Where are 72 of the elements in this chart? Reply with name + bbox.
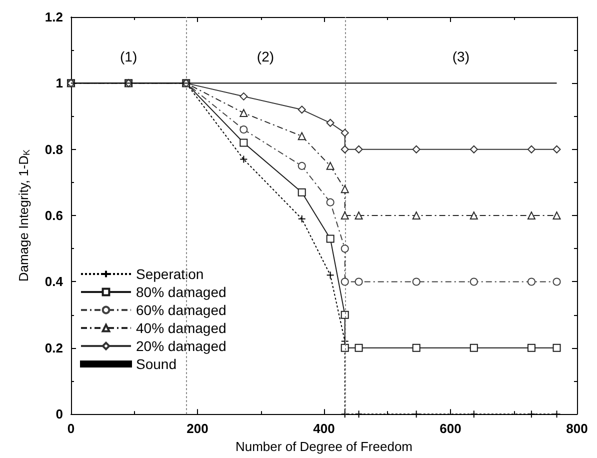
point bbox=[470, 344, 478, 352]
point bbox=[354, 212, 363, 220]
legend-label: 20% damaged bbox=[136, 338, 226, 354]
point bbox=[412, 145, 420, 154]
point bbox=[340, 185, 349, 194]
annotation: (1) bbox=[120, 48, 138, 65]
point bbox=[240, 155, 248, 164]
point bbox=[412, 410, 420, 418]
point bbox=[340, 278, 349, 286]
point bbox=[354, 278, 363, 286]
point bbox=[412, 344, 420, 352]
x-tick-label: 400 bbox=[313, 421, 335, 436]
x-tick-label: 800 bbox=[566, 421, 588, 436]
legend-label: Sound bbox=[136, 356, 176, 372]
point bbox=[527, 344, 536, 352]
legend-label: Seperation bbox=[136, 266, 204, 282]
point bbox=[240, 138, 248, 147]
x-tick-label: 0 bbox=[67, 421, 75, 436]
point bbox=[298, 106, 306, 114]
point bbox=[340, 128, 349, 137]
point bbox=[527, 212, 536, 220]
point bbox=[340, 344, 349, 352]
point bbox=[552, 344, 561, 352]
point bbox=[298, 214, 306, 223]
point bbox=[340, 244, 349, 253]
legend-label: 60% damaged bbox=[136, 302, 226, 318]
annotation: (3) bbox=[452, 48, 470, 65]
point bbox=[240, 108, 248, 117]
y-tick-label: 1 bbox=[56, 76, 63, 91]
point bbox=[412, 212, 420, 220]
point bbox=[298, 132, 306, 140]
point bbox=[326, 234, 334, 243]
point bbox=[340, 310, 349, 319]
point bbox=[470, 278, 478, 286]
point bbox=[527, 410, 536, 418]
point bbox=[326, 118, 334, 127]
y-tick-label: 0.4 bbox=[44, 274, 64, 290]
y-tick-label: 0.2 bbox=[44, 340, 63, 356]
point bbox=[470, 145, 478, 154]
point bbox=[354, 344, 363, 352]
point bbox=[527, 278, 536, 286]
point bbox=[340, 410, 349, 418]
point bbox=[326, 271, 334, 280]
point bbox=[326, 162, 334, 170]
point bbox=[326, 198, 334, 206]
point bbox=[354, 410, 363, 418]
point bbox=[552, 278, 561, 286]
point bbox=[240, 92, 248, 100]
point bbox=[470, 410, 478, 418]
legend-label: 80% damaged bbox=[136, 284, 226, 300]
annotation: (2) bbox=[256, 48, 274, 65]
point bbox=[298, 162, 306, 170]
point bbox=[340, 212, 349, 220]
point bbox=[298, 188, 306, 196]
point bbox=[340, 145, 349, 154]
legend-label: 40% damaged bbox=[136, 320, 226, 336]
point bbox=[552, 145, 561, 154]
x-tick-label: 200 bbox=[186, 421, 208, 436]
point bbox=[412, 278, 420, 286]
point bbox=[527, 145, 536, 154]
y-axis-title: Damage Integrity, 1-DK bbox=[16, 149, 32, 282]
point bbox=[552, 212, 561, 220]
x-tick-label: 600 bbox=[440, 421, 462, 436]
point bbox=[470, 212, 478, 220]
y-tick-label: 0 bbox=[56, 406, 63, 422]
y-tick-label: 1.2 bbox=[44, 10, 63, 24]
point bbox=[240, 126, 248, 134]
point bbox=[552, 410, 561, 418]
point bbox=[354, 145, 363, 154]
x-axis-title: Number of Degree of Freedom bbox=[235, 439, 413, 454]
y-tick-label: 0.6 bbox=[44, 208, 63, 224]
y-tick-label: 0.8 bbox=[44, 142, 63, 157]
